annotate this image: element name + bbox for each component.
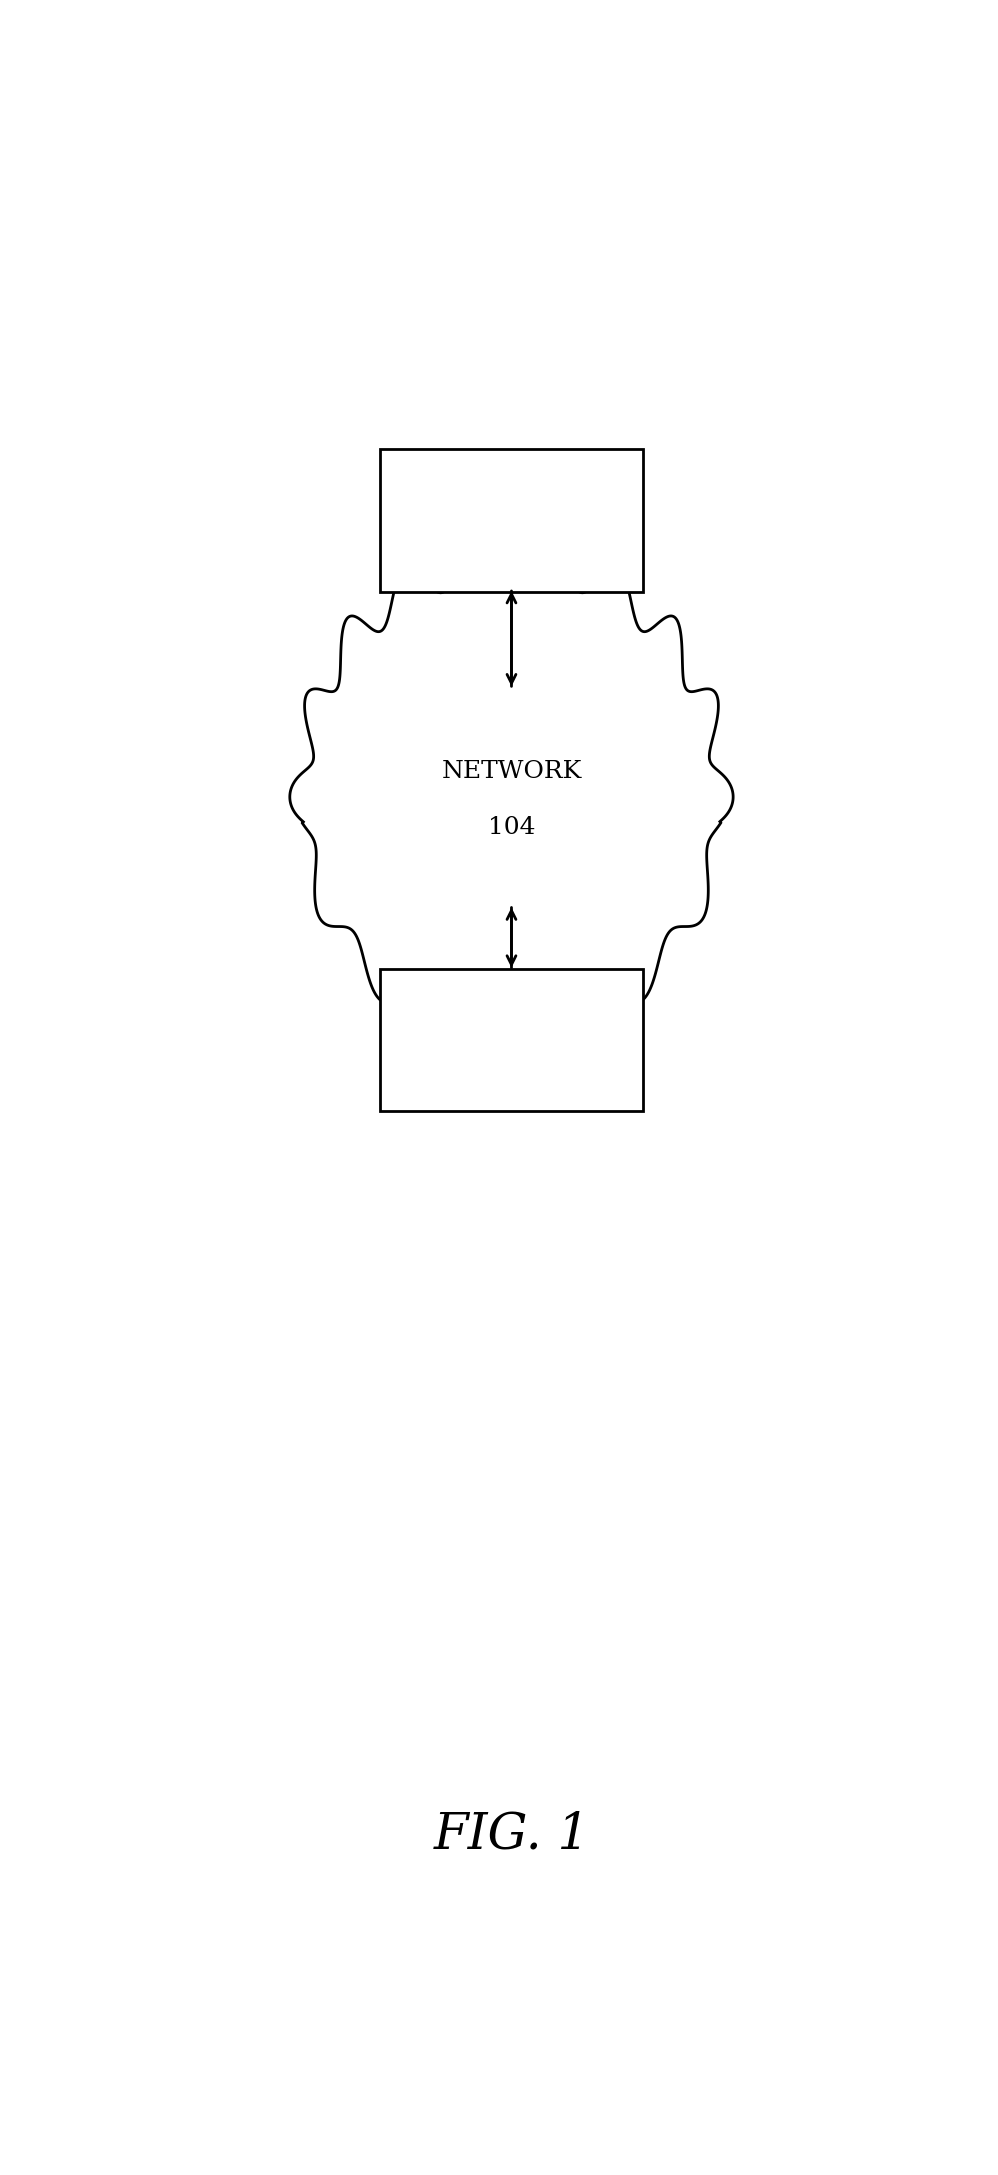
Text: 102: 102 [485, 1027, 538, 1053]
Text: NETWORK: NETWORK [441, 761, 582, 783]
Text: 101: 101 [485, 507, 538, 535]
Text: 104: 104 [488, 816, 535, 840]
Text: FIG. 1: FIG. 1 [433, 1810, 590, 1860]
Bar [380, 968, 643, 1111]
Bar [380, 450, 643, 592]
Polygon shape [289, 537, 734, 1044]
